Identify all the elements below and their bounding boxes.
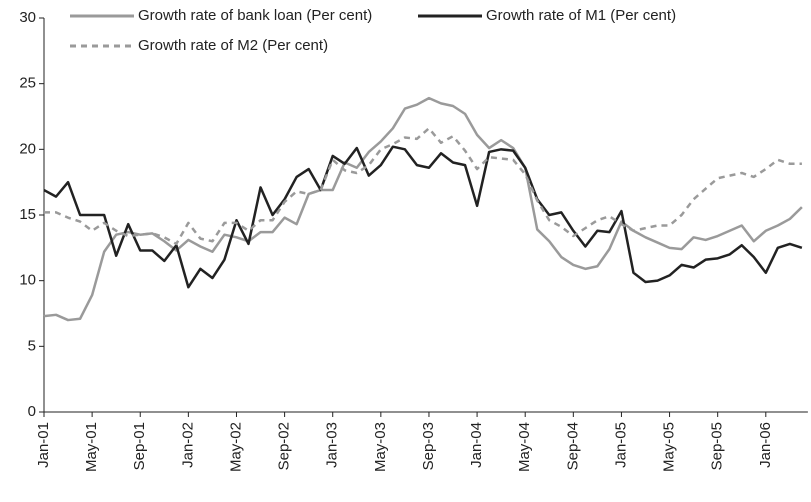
legend-label: Growth rate of M1 (Per cent): [486, 7, 676, 24]
legend-label: Growth rate of bank loan (Per cent): [138, 7, 372, 24]
x-tick-label: May-03: [372, 422, 389, 472]
y-tick-label: 5: [28, 337, 36, 354]
y-tick-label: 20: [19, 140, 36, 157]
y-tick-label: 15: [19, 206, 36, 223]
x-tick-label: Sep-01: [131, 422, 148, 470]
x-tick-label: Sep-05: [709, 422, 726, 470]
y-tick-label: 25: [19, 75, 36, 92]
x-tick-label: Jan-05: [612, 422, 629, 468]
x-tick-label: May-04: [516, 422, 533, 472]
y-tick-label: 30: [19, 9, 36, 26]
x-tick-label: Sep-03: [420, 422, 437, 470]
x-tick-label: May-01: [83, 422, 100, 472]
x-tick-label: Jan-06: [757, 422, 774, 468]
x-tick-label: Sep-02: [276, 422, 293, 470]
y-tick-label: 10: [19, 272, 36, 289]
x-tick-label: Jan-02: [179, 422, 196, 468]
x-tick-label: Jan-01: [35, 422, 52, 468]
y-tick-label: 0: [28, 403, 36, 420]
series-line: [43, 145, 803, 289]
x-tick-label: Jan-04: [468, 422, 485, 468]
x-tick-label: May-05: [661, 422, 678, 472]
series-line: [44, 127, 802, 246]
legend-label: Growth rate of M2 (Per cent): [138, 37, 328, 54]
x-tick-label: Jan-03: [324, 422, 341, 468]
series-line: [43, 96, 803, 322]
x-tick-label: Sep-04: [564, 422, 581, 470]
x-tick-label: May-02: [227, 422, 244, 472]
